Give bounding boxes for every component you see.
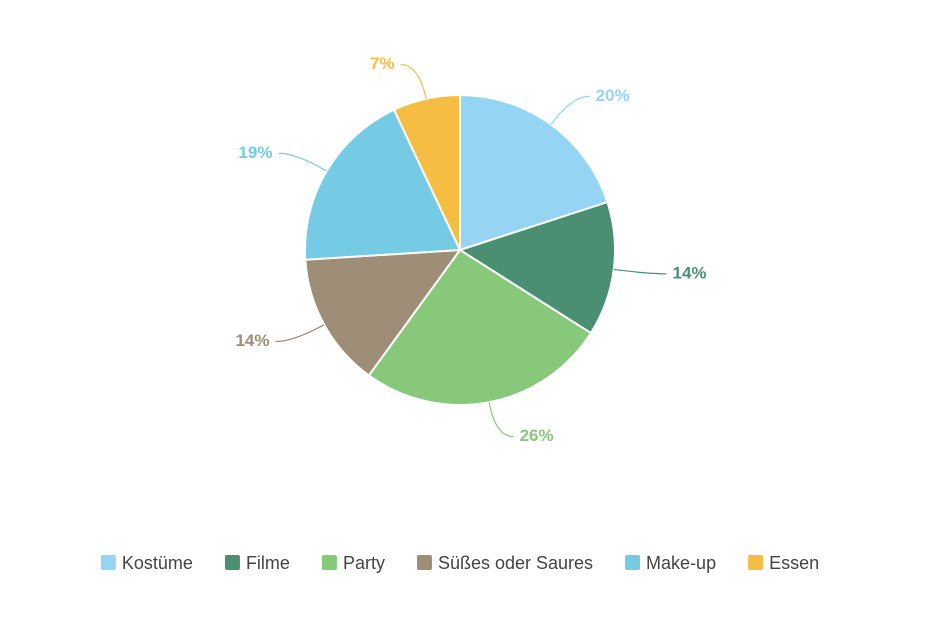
leader-line [613, 268, 667, 275]
legend-swatch [625, 555, 641, 570]
leader-line [278, 152, 327, 172]
leader-line [275, 324, 325, 343]
leader-line [400, 63, 427, 99]
legend-label: Kostüme [122, 553, 193, 573]
value-label: 7% [370, 54, 395, 73]
legend-swatch [416, 555, 432, 570]
legend-swatch [321, 555, 337, 570]
legend-label: Süßes oder Saures [438, 553, 593, 573]
pie-slice [304, 108, 462, 261]
legend: Kostüme Filme Party Süßes oder Saures Make-u… [100, 553, 819, 573]
value-label: 26% [520, 426, 554, 445]
legend-label: Make-up [646, 553, 716, 573]
leader-line [550, 95, 590, 125]
legend-label: Party [343, 553, 385, 573]
value-label: 20% [596, 86, 630, 105]
legend-swatch [748, 555, 764, 570]
legend-swatch [100, 555, 116, 570]
value-label: 14% [673, 263, 707, 282]
pie-slice [459, 93, 609, 252]
pie-slice [367, 248, 593, 406]
value-label: 14% [235, 331, 269, 350]
leader-line [488, 402, 514, 438]
pie-slice [392, 93, 461, 251]
legend-label: Filme [246, 553, 290, 573]
value-label: 19% [238, 143, 272, 162]
legend-label: Essen [769, 553, 819, 573]
legend-swatch [224, 555, 240, 570]
